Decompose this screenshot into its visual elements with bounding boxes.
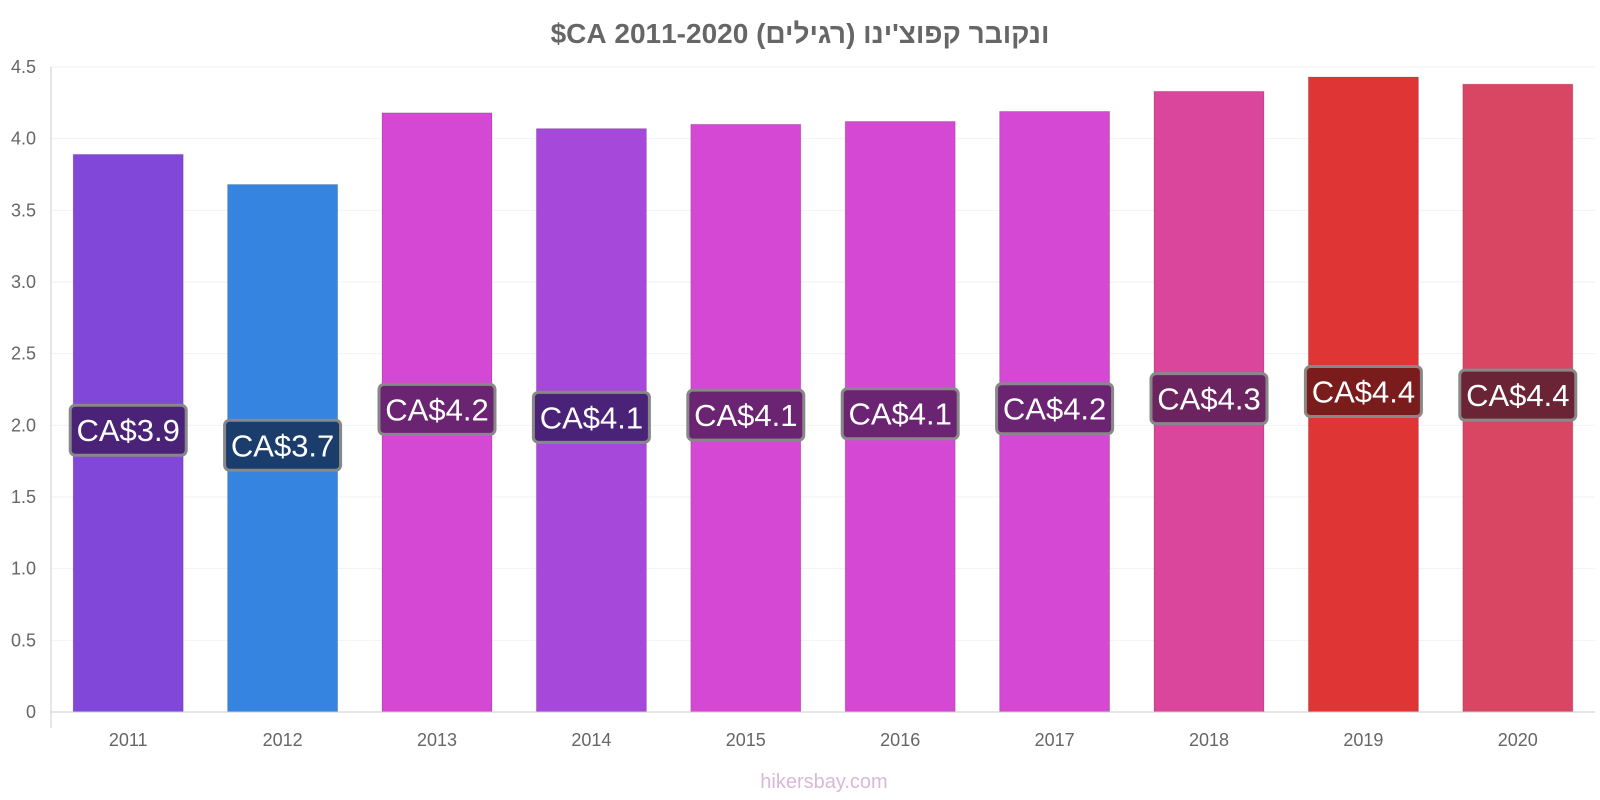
data-label-text: CA$3.9 [76,413,179,448]
y-tick-label: 4.0 [11,129,36,149]
data-label-2015: CA$4.1 [686,388,806,442]
source-credit[interactable]: hikersbay.com [760,771,887,793]
data-label-2017: CA$4.2 [995,382,1115,436]
chart-title: ונקובר קפוצ'ינו (רגילים) 2011-2020 CA$ [551,18,1050,49]
data-label-2020: CA$4.4 [1458,368,1578,422]
data-label-box [686,388,806,442]
data-label-text: CA$4.3 [1157,382,1260,417]
data-label-box [995,382,1115,436]
data-label-box [1458,368,1578,422]
y-tick-label: 3.0 [11,272,36,292]
data-labels: CA$3.9 CA$3.7 CA$4.2 CA$4.1 CA$4.1 CA$4.1 CA$4… [68,365,1578,472]
y-tick-label: 2.0 [11,415,36,435]
data-label-text: CA$4.2 [385,392,488,427]
x-tick-label: 2015 [726,730,766,750]
data-label-box [531,390,651,444]
y-tick-label: 1.5 [11,487,36,507]
y-tick-label: 4.5 [11,57,36,77]
data-label-2016: CA$4.1 [840,387,960,441]
data-label-text: CA$4.4 [1312,375,1415,410]
x-tick-label: 2014 [571,730,611,750]
data-label-2011: CA$3.9 [68,403,188,457]
data-label-box [1303,365,1423,419]
data-label-2012: CA$3.7 [223,418,343,472]
x-tick-label: 2013 [417,730,457,750]
data-label-text: CA$4.2 [1003,392,1106,427]
x-tick-label: 2020 [1498,730,1538,750]
data-label-box [68,403,188,457]
y-axis-ticks: 0 0.5 1.0 1.5 2.0 2.5 3.0 3.5 4.0 4.5 [11,57,36,722]
y-tick-label: 1.0 [11,559,36,579]
data-label-text: CA$4.4 [1466,378,1569,413]
data-label-text: CA$4.1 [540,400,643,435]
data-label-2018: CA$4.3 [1149,372,1269,426]
data-label-2019: CA$4.4 [1303,365,1423,419]
x-axis-labels: 2011 2012 2013 2014 2015 2016 2017 2018 2019 2020 [109,730,1538,750]
data-label-2014: CA$4.1 [531,390,651,444]
x-tick-label: 2016 [880,730,920,750]
y-tick-label: 0 [26,702,36,722]
data-label-box [1149,372,1269,426]
y-tick-label: 0.5 [11,630,36,650]
x-tick-label: 2012 [263,730,303,750]
data-label-box [840,387,960,441]
data-label-2013: CA$4.2 [377,382,497,436]
data-label-box [377,382,497,436]
x-tick-label: 2018 [1189,730,1229,750]
data-label-text: CA$4.1 [848,397,951,432]
data-label-text: CA$4.1 [694,398,797,433]
y-tick-label: 2.5 [11,344,36,364]
data-label-box [223,418,343,472]
x-tick-label: 2011 [109,730,148,750]
x-tick-label: 2017 [1035,730,1075,750]
y-tick-label: 3.5 [11,200,36,220]
x-tick-label: 2019 [1343,730,1383,750]
data-label-text: CA$3.7 [231,428,334,463]
